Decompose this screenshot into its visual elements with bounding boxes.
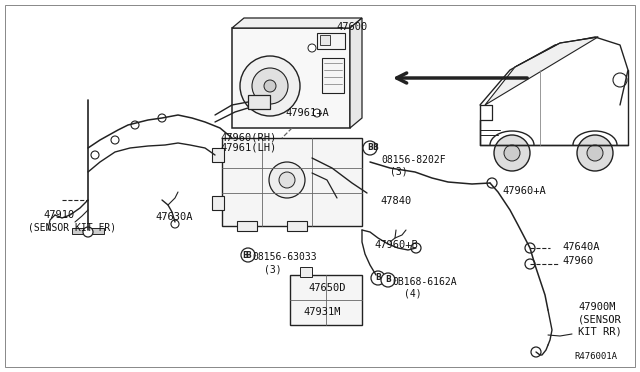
Text: 47650D: 47650D xyxy=(308,283,346,293)
Circle shape xyxy=(158,114,166,122)
Text: (3): (3) xyxy=(390,166,408,176)
Text: 47960(RH): 47960(RH) xyxy=(220,132,276,142)
Text: 47960: 47960 xyxy=(562,256,593,266)
Bar xyxy=(237,221,257,231)
Circle shape xyxy=(613,73,627,87)
Text: 0B168-6162A: 0B168-6162A xyxy=(392,277,456,287)
Bar xyxy=(300,267,312,277)
Bar xyxy=(317,33,345,49)
Circle shape xyxy=(487,178,497,188)
Text: B: B xyxy=(367,144,373,153)
Polygon shape xyxy=(232,18,362,28)
Text: 47630A: 47630A xyxy=(155,212,193,222)
Text: 47910: 47910 xyxy=(43,210,74,220)
Bar xyxy=(287,221,307,231)
Circle shape xyxy=(494,135,530,171)
Text: (3): (3) xyxy=(264,264,282,274)
Text: B: B xyxy=(243,250,248,260)
Circle shape xyxy=(531,347,541,357)
Circle shape xyxy=(525,259,535,269)
Bar xyxy=(212,148,224,162)
Circle shape xyxy=(577,135,613,171)
Circle shape xyxy=(411,243,421,253)
Text: (SENSOR: (SENSOR xyxy=(578,314,621,324)
Text: 47961+A: 47961+A xyxy=(285,108,329,118)
Text: B: B xyxy=(245,250,251,260)
Circle shape xyxy=(313,109,321,117)
Circle shape xyxy=(525,243,535,253)
Bar xyxy=(72,228,104,234)
Circle shape xyxy=(171,220,179,228)
Text: 47960+B: 47960+B xyxy=(374,240,418,250)
Circle shape xyxy=(241,248,255,262)
Text: B: B xyxy=(372,144,378,153)
Text: B: B xyxy=(375,273,381,282)
Text: 47640A: 47640A xyxy=(562,242,600,252)
Text: (4): (4) xyxy=(404,289,422,299)
Circle shape xyxy=(381,273,395,287)
Circle shape xyxy=(371,271,385,285)
Text: 47960+A: 47960+A xyxy=(502,186,546,196)
Bar xyxy=(290,275,362,325)
Polygon shape xyxy=(350,18,362,128)
Circle shape xyxy=(252,68,288,104)
Text: 08156-8202F: 08156-8202F xyxy=(381,155,445,165)
Text: 47931M: 47931M xyxy=(303,307,340,317)
Polygon shape xyxy=(485,37,598,105)
Bar xyxy=(222,138,362,226)
Circle shape xyxy=(504,145,520,161)
Bar xyxy=(232,28,350,128)
Circle shape xyxy=(240,56,300,116)
Circle shape xyxy=(111,136,119,144)
Circle shape xyxy=(269,162,305,198)
Circle shape xyxy=(363,141,377,155)
Bar xyxy=(212,196,224,210)
Circle shape xyxy=(131,121,139,129)
Circle shape xyxy=(264,80,276,92)
Text: (SENSOR KIT FR): (SENSOR KIT FR) xyxy=(28,222,116,232)
Text: KIT RR): KIT RR) xyxy=(578,326,621,336)
Circle shape xyxy=(279,172,295,188)
Text: R476001A: R476001A xyxy=(574,352,617,361)
Circle shape xyxy=(91,151,99,159)
Text: 47961(LH): 47961(LH) xyxy=(220,143,276,153)
Bar xyxy=(322,58,344,93)
Text: 08156-63033: 08156-63033 xyxy=(252,252,317,262)
Circle shape xyxy=(587,145,603,161)
Circle shape xyxy=(323,79,331,87)
Circle shape xyxy=(308,44,316,52)
Text: 47900M: 47900M xyxy=(578,302,616,312)
Text: 47600: 47600 xyxy=(336,22,367,32)
Text: B: B xyxy=(385,276,391,285)
Circle shape xyxy=(83,227,93,237)
Text: 47840: 47840 xyxy=(380,196,412,206)
Bar xyxy=(320,35,330,45)
Bar xyxy=(248,95,270,109)
